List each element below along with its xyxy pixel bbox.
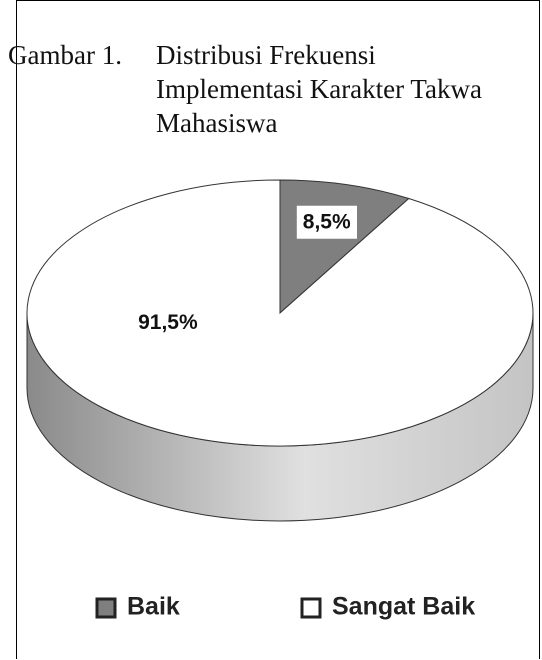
caption: Gambar 1. Distribusi Frekuensi Implement… xyxy=(8,38,518,140)
legend-swatch xyxy=(95,597,117,619)
legend-label: Baik xyxy=(127,593,180,621)
figure-frame xyxy=(16,0,540,659)
data-label: 91,5% xyxy=(138,311,198,334)
data-label: 8,5% xyxy=(303,211,351,234)
caption-label: Gambar 1. xyxy=(8,40,122,70)
legend-label: Sangat Baik xyxy=(332,593,475,621)
chart-title: Distribusi Frekuensi Implementasi Karakt… xyxy=(156,40,482,138)
data-label-box xyxy=(296,205,357,239)
pie-slice xyxy=(26,179,534,447)
data-label-box xyxy=(132,305,204,339)
legend-swatch xyxy=(300,597,322,619)
